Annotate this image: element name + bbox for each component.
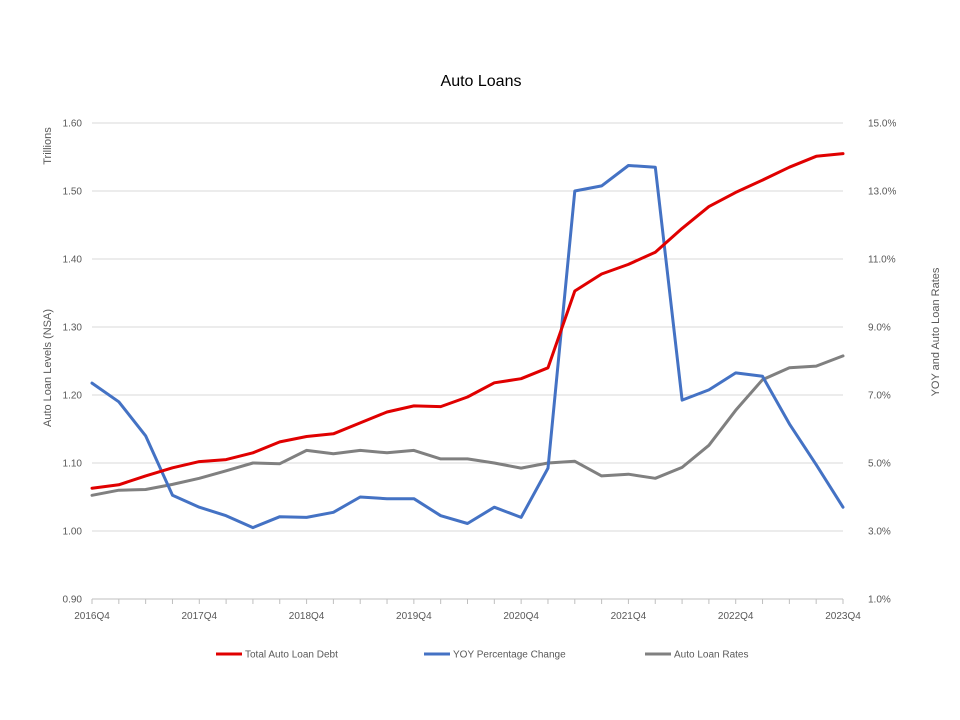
left-tick-label: 1.20 bbox=[63, 391, 83, 402]
x-axis: 2016Q4 2017Q4 2018Q4 2019Q4 2020Q4 2021Q4 2022… bbox=[74, 598, 861, 622]
x-tick-label: 2021Q4 bbox=[611, 611, 647, 622]
x-tick-label: 2022Q4 bbox=[718, 611, 754, 622]
x-tick-label: 2019Q4 bbox=[396, 611, 432, 622]
right-axis-ticks: 15.0% 13.0% 11.0% 9.0% 7.0% 5.0% 3.0% 1.0% bbox=[868, 119, 896, 606]
right-tick-label: 1.0% bbox=[868, 595, 891, 606]
x-tick-label: 2016Q4 bbox=[74, 611, 110, 622]
right-axis-title: YOY and Auto Loan Rates bbox=[930, 267, 942, 396]
series-line-auto-loan-rates bbox=[90, 354, 845, 497]
left-tick-label: 1.30 bbox=[63, 323, 83, 334]
legend-label-total-auto-loan-debt: Total Auto Loan Debt bbox=[245, 650, 338, 661]
legend-label-auto-loan-rates: Auto Loan Rates bbox=[674, 650, 749, 661]
legend-label-yoy-percentage-change: YOY Percentage Change bbox=[453, 650, 566, 661]
x-tick-label: 2017Q4 bbox=[181, 611, 217, 622]
right-tick-label: 9.0% bbox=[868, 323, 891, 334]
right-tick-label: 11.0% bbox=[868, 255, 896, 266]
right-tick-label: 5.0% bbox=[868, 459, 891, 470]
series-line-total-auto-loan-debt bbox=[90, 152, 845, 490]
left-tick-label: 1.10 bbox=[63, 459, 83, 470]
right-tick-label: 3.0% bbox=[868, 527, 891, 538]
left-tick-label: 0.90 bbox=[63, 595, 83, 606]
left-tick-label: 1.40 bbox=[63, 255, 83, 266]
left-axis-title: Auto Loan Levels (NSA) bbox=[42, 309, 54, 427]
left-tick-label: 1.00 bbox=[63, 527, 83, 538]
x-tick-label: 2023Q4 bbox=[825, 611, 861, 622]
left-tick-label: 1.50 bbox=[63, 187, 83, 198]
series-line-yoy-percentage-change bbox=[90, 164, 845, 530]
series-lines bbox=[90, 152, 845, 530]
legend: Total Auto Loan Debt YOY Percentage Chang… bbox=[216, 650, 749, 661]
chart-title: Auto Loans bbox=[441, 73, 522, 90]
left-tick-label: 1.60 bbox=[63, 119, 83, 130]
x-tick-label: 2020Q4 bbox=[503, 611, 539, 622]
right-tick-label: 15.0% bbox=[868, 119, 896, 130]
right-tick-label: 7.0% bbox=[868, 391, 891, 402]
gridlines bbox=[92, 122, 843, 532]
left-axis-ticks: 1.60 1.50 1.40 1.30 1.20 1.10 1.00 0.90 bbox=[63, 119, 83, 606]
x-tick-label: 2018Q4 bbox=[289, 611, 325, 622]
right-tick-label: 13.0% bbox=[868, 187, 896, 198]
left-axis-unit-label: Trillions bbox=[42, 127, 54, 165]
